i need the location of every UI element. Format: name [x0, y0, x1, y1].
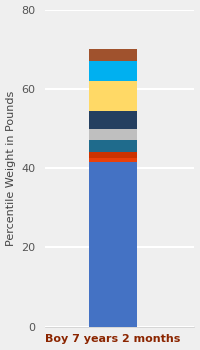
Y-axis label: Percentile Weight in Pounds: Percentile Weight in Pounds: [6, 91, 16, 246]
Bar: [89, 61, 137, 81]
Bar: [89, 49, 137, 61]
Bar: [89, 158, 137, 162]
Bar: [89, 128, 137, 140]
Bar: [89, 140, 137, 152]
Bar: [89, 152, 137, 158]
Bar: [89, 111, 137, 128]
Bar: [89, 81, 137, 111]
Bar: [89, 162, 137, 327]
